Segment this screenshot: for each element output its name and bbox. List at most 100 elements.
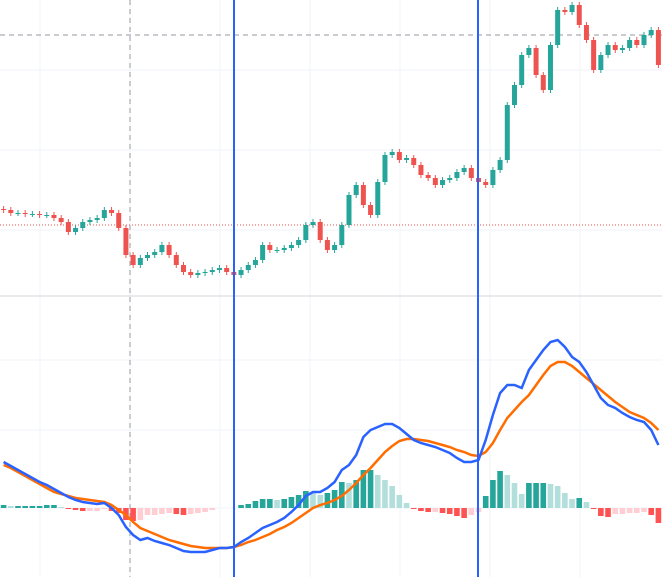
candle-body xyxy=(396,152,402,160)
histogram-bar xyxy=(626,508,633,513)
candle-body xyxy=(145,255,151,258)
histogram-bar xyxy=(403,503,410,508)
candle-body xyxy=(58,218,64,222)
histogram-bar xyxy=(324,493,331,508)
histogram-bar xyxy=(29,506,36,508)
candle-body xyxy=(94,218,100,220)
candle-body xyxy=(468,168,474,178)
candle-body xyxy=(209,270,215,272)
histogram-bar xyxy=(562,493,568,508)
candle-body xyxy=(461,168,467,172)
histogram-bar xyxy=(252,501,259,508)
candle-body xyxy=(1,209,7,210)
histogram-bar xyxy=(72,508,79,510)
candle-body xyxy=(188,272,194,275)
candle-body xyxy=(8,210,14,213)
histogram-bar xyxy=(576,498,583,508)
histogram-bar xyxy=(374,475,381,508)
candle-body xyxy=(454,172,460,178)
candle-body xyxy=(389,152,395,155)
histogram-bar xyxy=(540,483,547,508)
candle-body xyxy=(73,228,79,232)
histogram-bar xyxy=(159,508,165,514)
candle-body xyxy=(80,222,86,228)
histogram-bar xyxy=(533,483,539,508)
histogram-bar xyxy=(202,508,208,512)
candle-body xyxy=(152,252,158,255)
histogram-bar xyxy=(655,508,662,523)
candle-body xyxy=(202,272,208,273)
candle-body xyxy=(353,185,359,195)
histogram-bar xyxy=(648,508,655,515)
candle-body xyxy=(432,178,438,185)
candle-body xyxy=(612,45,618,50)
candle-body xyxy=(562,10,568,12)
histogram-bar xyxy=(382,480,388,508)
histogram-bar xyxy=(439,508,446,513)
candle-body xyxy=(634,40,640,45)
histogram-bar xyxy=(396,495,403,508)
candle-body xyxy=(87,220,93,222)
histogram-bar xyxy=(360,470,367,508)
histogram-bar xyxy=(22,506,28,508)
candle-body xyxy=(303,225,309,240)
histogram-bar xyxy=(612,508,619,514)
histogram-bar xyxy=(209,508,216,510)
candle-body xyxy=(37,214,43,215)
histogram-bar xyxy=(43,505,50,508)
histogram-bar xyxy=(425,508,431,512)
candle-body xyxy=(533,48,539,75)
candle-body xyxy=(101,210,107,218)
histogram-bar xyxy=(504,475,511,508)
candle-body xyxy=(216,268,222,270)
candle-body xyxy=(598,55,604,70)
histogram-bar xyxy=(151,508,158,515)
candle-body xyxy=(425,175,431,178)
candle-body xyxy=(339,225,345,245)
histogram-bar xyxy=(15,506,21,508)
histogram-bar xyxy=(87,508,93,511)
candle-body xyxy=(310,222,316,225)
histogram-bar xyxy=(461,508,467,518)
histogram-bar xyxy=(130,508,136,521)
candle-body xyxy=(519,55,525,85)
candle-body xyxy=(332,245,338,250)
candle-body xyxy=(648,30,654,35)
histogram-bar xyxy=(295,495,302,508)
histogram-bar xyxy=(547,484,554,508)
candle-body xyxy=(274,250,280,251)
candle-body xyxy=(260,245,266,260)
candle-body xyxy=(547,45,553,90)
histogram-bar xyxy=(605,508,611,517)
histogram-bar xyxy=(641,508,647,512)
histogram-bar xyxy=(490,480,496,508)
candle-body xyxy=(245,265,251,270)
candle-body xyxy=(317,222,323,240)
histogram-bar xyxy=(389,486,395,508)
candle-body xyxy=(583,25,589,40)
histogram-bar xyxy=(526,483,532,508)
candle-body xyxy=(360,185,366,205)
histogram-bar xyxy=(267,499,273,508)
histogram-bar xyxy=(367,470,374,508)
histogram-bar xyxy=(634,508,640,513)
candle-body xyxy=(137,258,143,265)
histogram-bar xyxy=(619,508,626,514)
candle-body xyxy=(159,245,165,252)
histogram-bar xyxy=(274,500,280,508)
histogram-bar xyxy=(36,506,43,508)
candle-body xyxy=(346,195,352,225)
candle-body xyxy=(440,180,446,185)
histogram-bar xyxy=(454,508,460,516)
candle-body xyxy=(324,240,330,250)
histogram-bar xyxy=(554,486,561,508)
candle-body xyxy=(540,75,546,90)
histogram-bar xyxy=(590,508,597,509)
histogram-bar xyxy=(166,508,172,513)
histogram-bar xyxy=(245,504,252,508)
histogram-bar xyxy=(303,491,309,508)
candle-body xyxy=(382,155,388,182)
candle-body xyxy=(281,248,287,250)
candle-body xyxy=(267,245,273,250)
